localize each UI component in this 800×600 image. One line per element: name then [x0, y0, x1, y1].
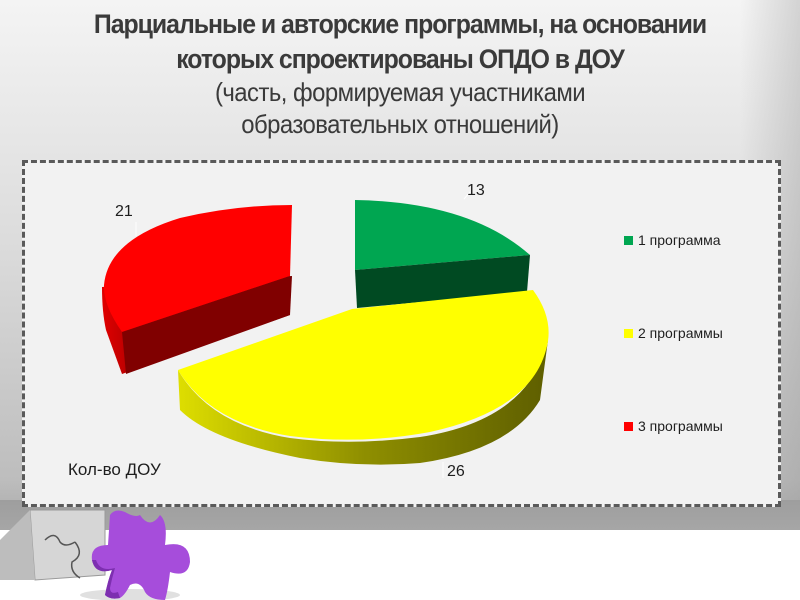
legend-item-1: 1 программа — [624, 232, 721, 248]
legend-swatch-green-icon — [624, 236, 633, 245]
series-name-label: Кол-во ДОУ — [68, 460, 161, 479]
legend-item-3: 3 программы — [624, 418, 723, 434]
puzzle-piece-icon — [0, 509, 190, 600]
data-label-green: 13 — [467, 182, 485, 199]
pie-slice-green — [355, 200, 530, 308]
legend-label-1: 1 программа — [638, 232, 721, 248]
data-label-yellow: 26 — [447, 463, 465, 480]
pie-slice-red — [102, 205, 292, 374]
legend-label-2: 2 программы — [638, 325, 723, 341]
data-label-red: 21 — [115, 203, 133, 220]
subtitle-line-1: (часть, формируемая участниками — [214, 77, 586, 107]
pie-slice-yellow — [178, 290, 549, 465]
legend-swatch-red-icon — [624, 422, 633, 431]
slide-title: Парциальные и авторские программы, на ос… — [0, 6, 800, 140]
legend-swatch-yellow-icon — [624, 329, 633, 338]
legend-label-3: 3 программы — [638, 418, 723, 434]
title-line-2: которых спроектированы ОПДО в ДОУ — [176, 44, 625, 74]
subtitle-line-2: образовательных отношений) — [241, 109, 559, 139]
title-line-1: Парциальные и авторские программы, на ос… — [93, 9, 707, 39]
legend-item-2: 2 программы — [624, 325, 723, 341]
